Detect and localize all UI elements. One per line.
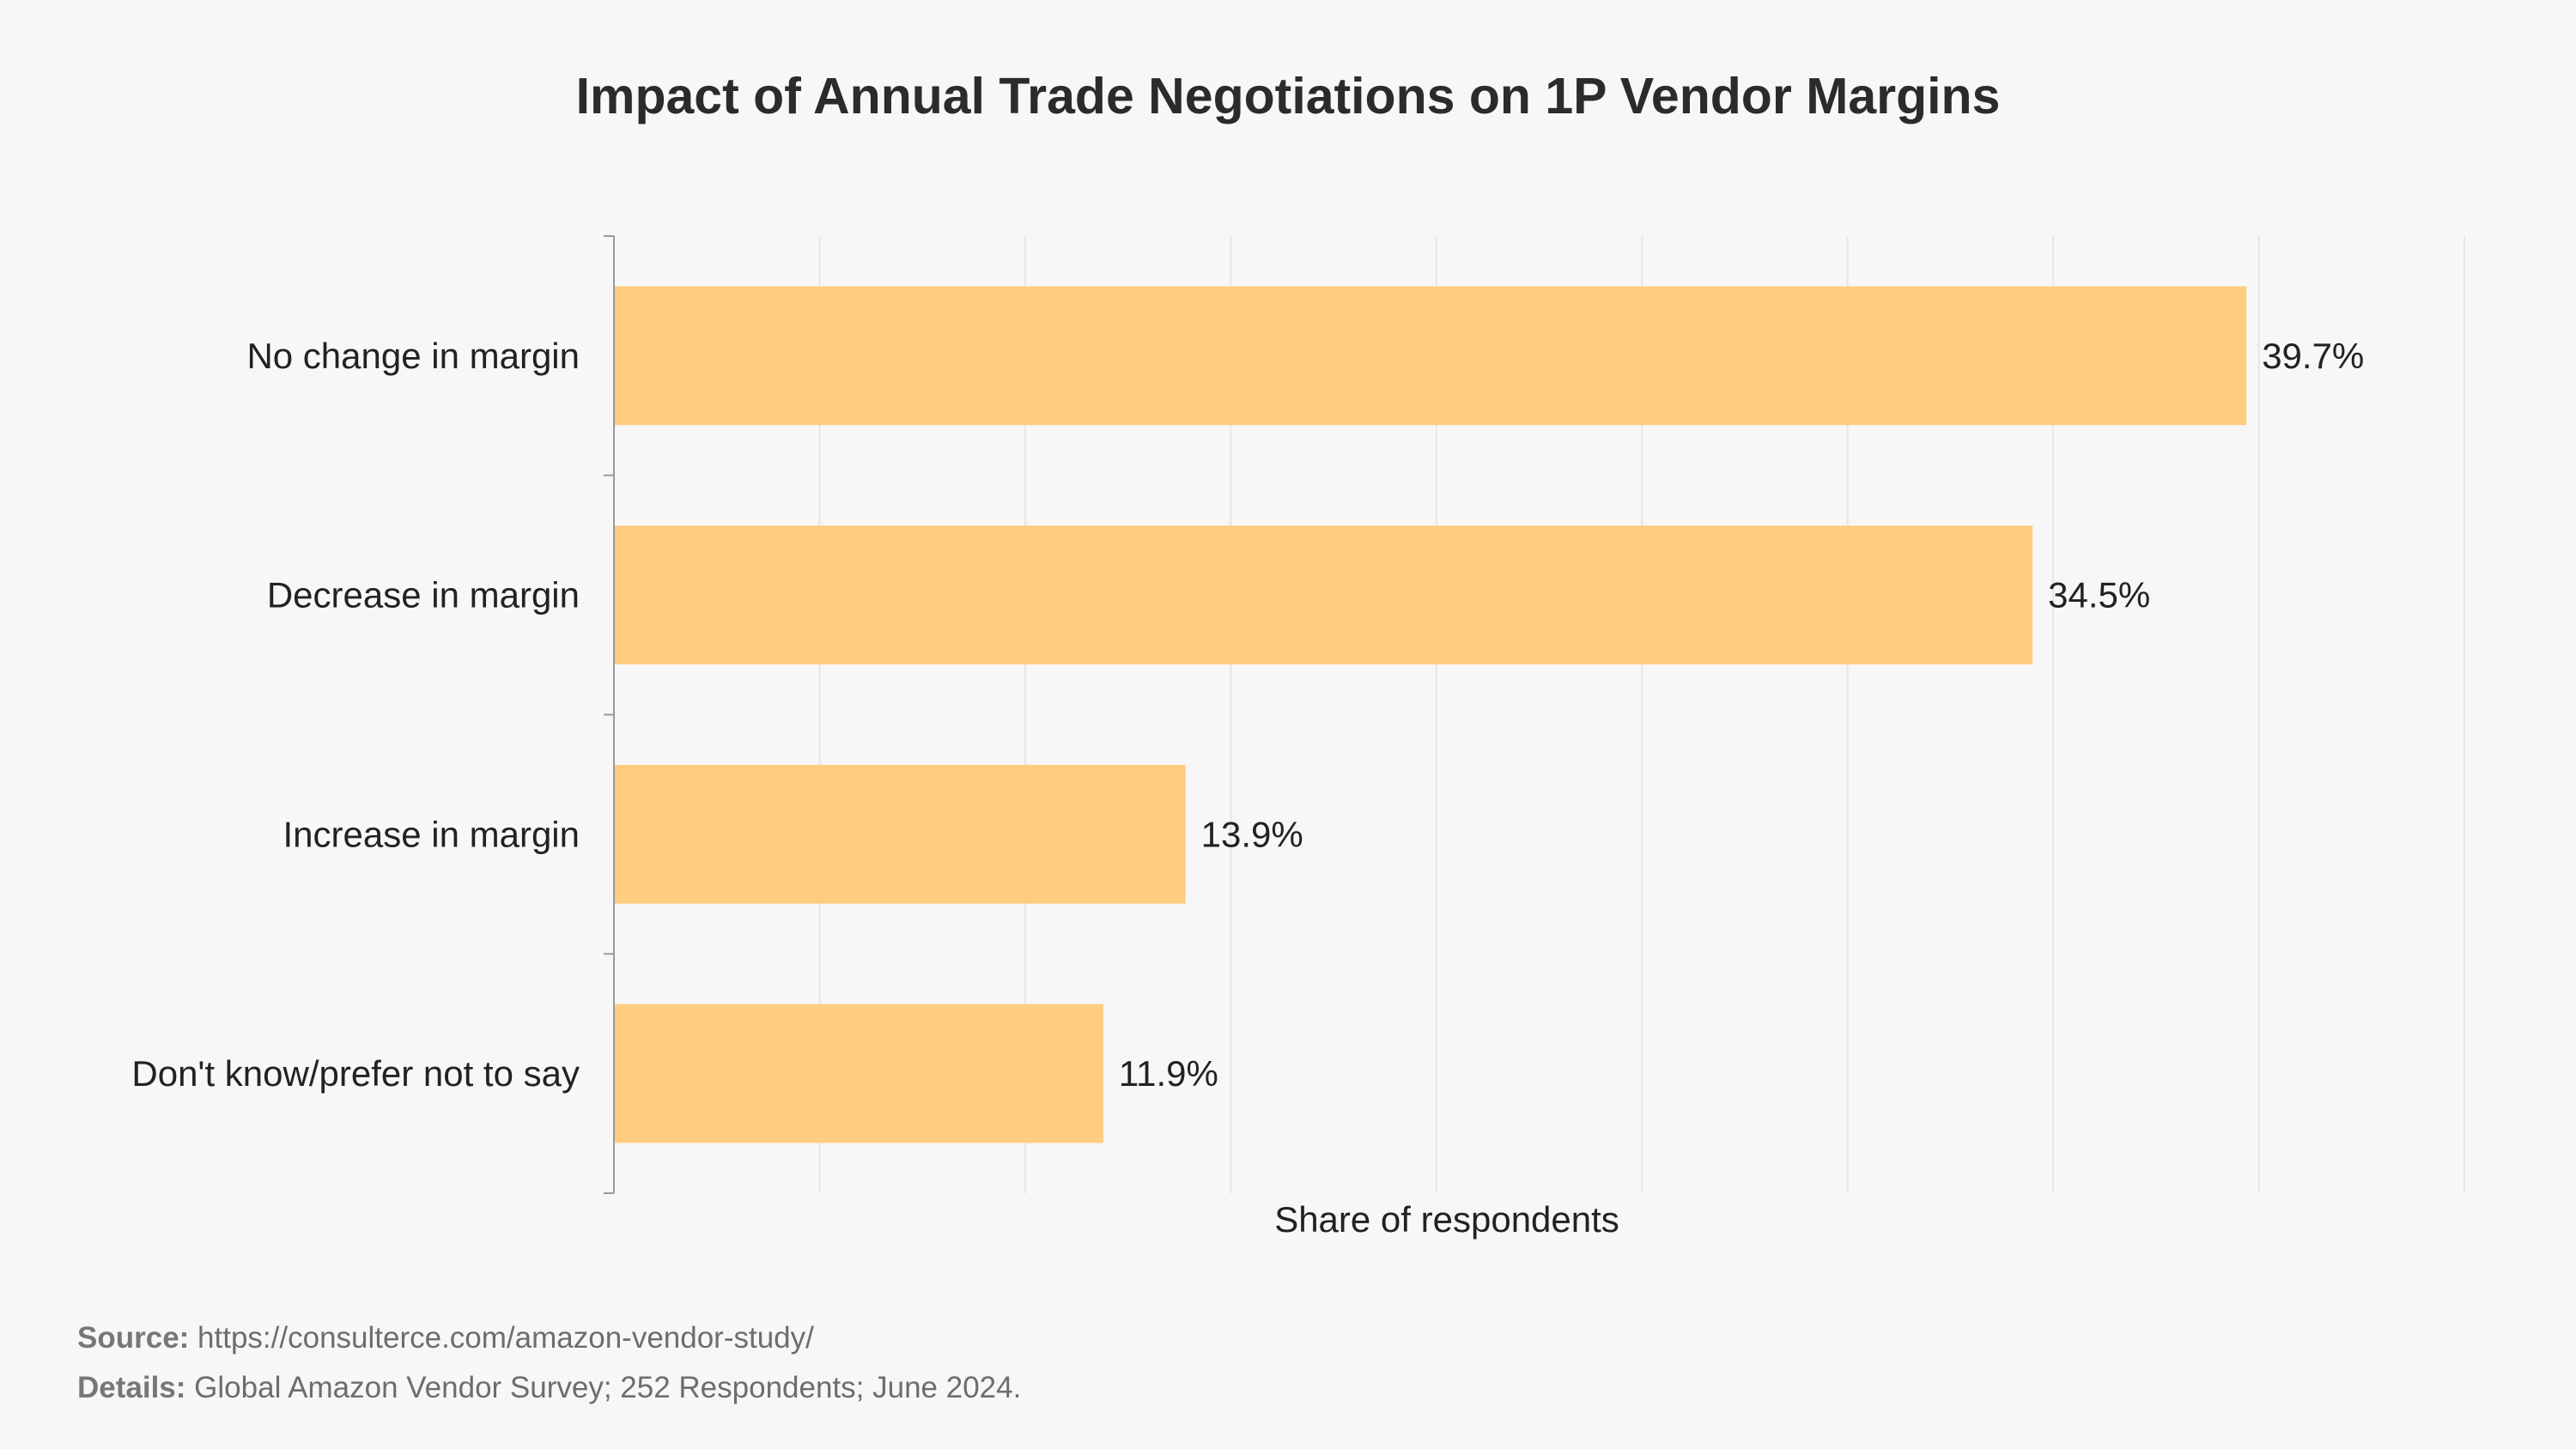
y-axis bbox=[604, 235, 615, 1194]
bars bbox=[615, 286, 2247, 1143]
data-label: 11.9% bbox=[1119, 1053, 1218, 1094]
bar bbox=[615, 1003, 1103, 1143]
category-label: No change in margin bbox=[246, 336, 580, 376]
data-label: 34.5% bbox=[2048, 575, 2150, 615]
data-label: 13.9% bbox=[1201, 814, 1303, 854]
source-line: Source: https://consulterce.com/amazon-v… bbox=[77, 1313, 1021, 1363]
source-text: https://consulterce.com/amazon-vendor-st… bbox=[197, 1321, 814, 1355]
bar bbox=[615, 525, 2033, 664]
category-label: Decrease in margin bbox=[267, 575, 580, 615]
bar bbox=[615, 765, 1186, 904]
labels: No change in margin 39.7% Decrease in marg… bbox=[131, 336, 2364, 1094]
source-label: Source: bbox=[77, 1321, 190, 1355]
x-axis-title: Share of respondents bbox=[1274, 1199, 1619, 1240]
category-label: Don't know/prefer not to say bbox=[131, 1053, 580, 1094]
details-text: Global Amazon Vendor Survey; 252 Respond… bbox=[194, 1371, 1022, 1404]
details-label: Details: bbox=[77, 1371, 186, 1404]
details-line: Details: Global Amazon Vendor Survey; 25… bbox=[77, 1363, 1021, 1413]
chart-footer: Source: https://consulterce.com/amazon-v… bbox=[77, 1313, 1021, 1413]
chart-title: Impact of Annual Trade Negotiations on 1… bbox=[575, 68, 2001, 124]
bar bbox=[615, 286, 2247, 426]
category-label: Increase in margin bbox=[283, 814, 580, 854]
data-label: 39.7% bbox=[2262, 336, 2364, 376]
